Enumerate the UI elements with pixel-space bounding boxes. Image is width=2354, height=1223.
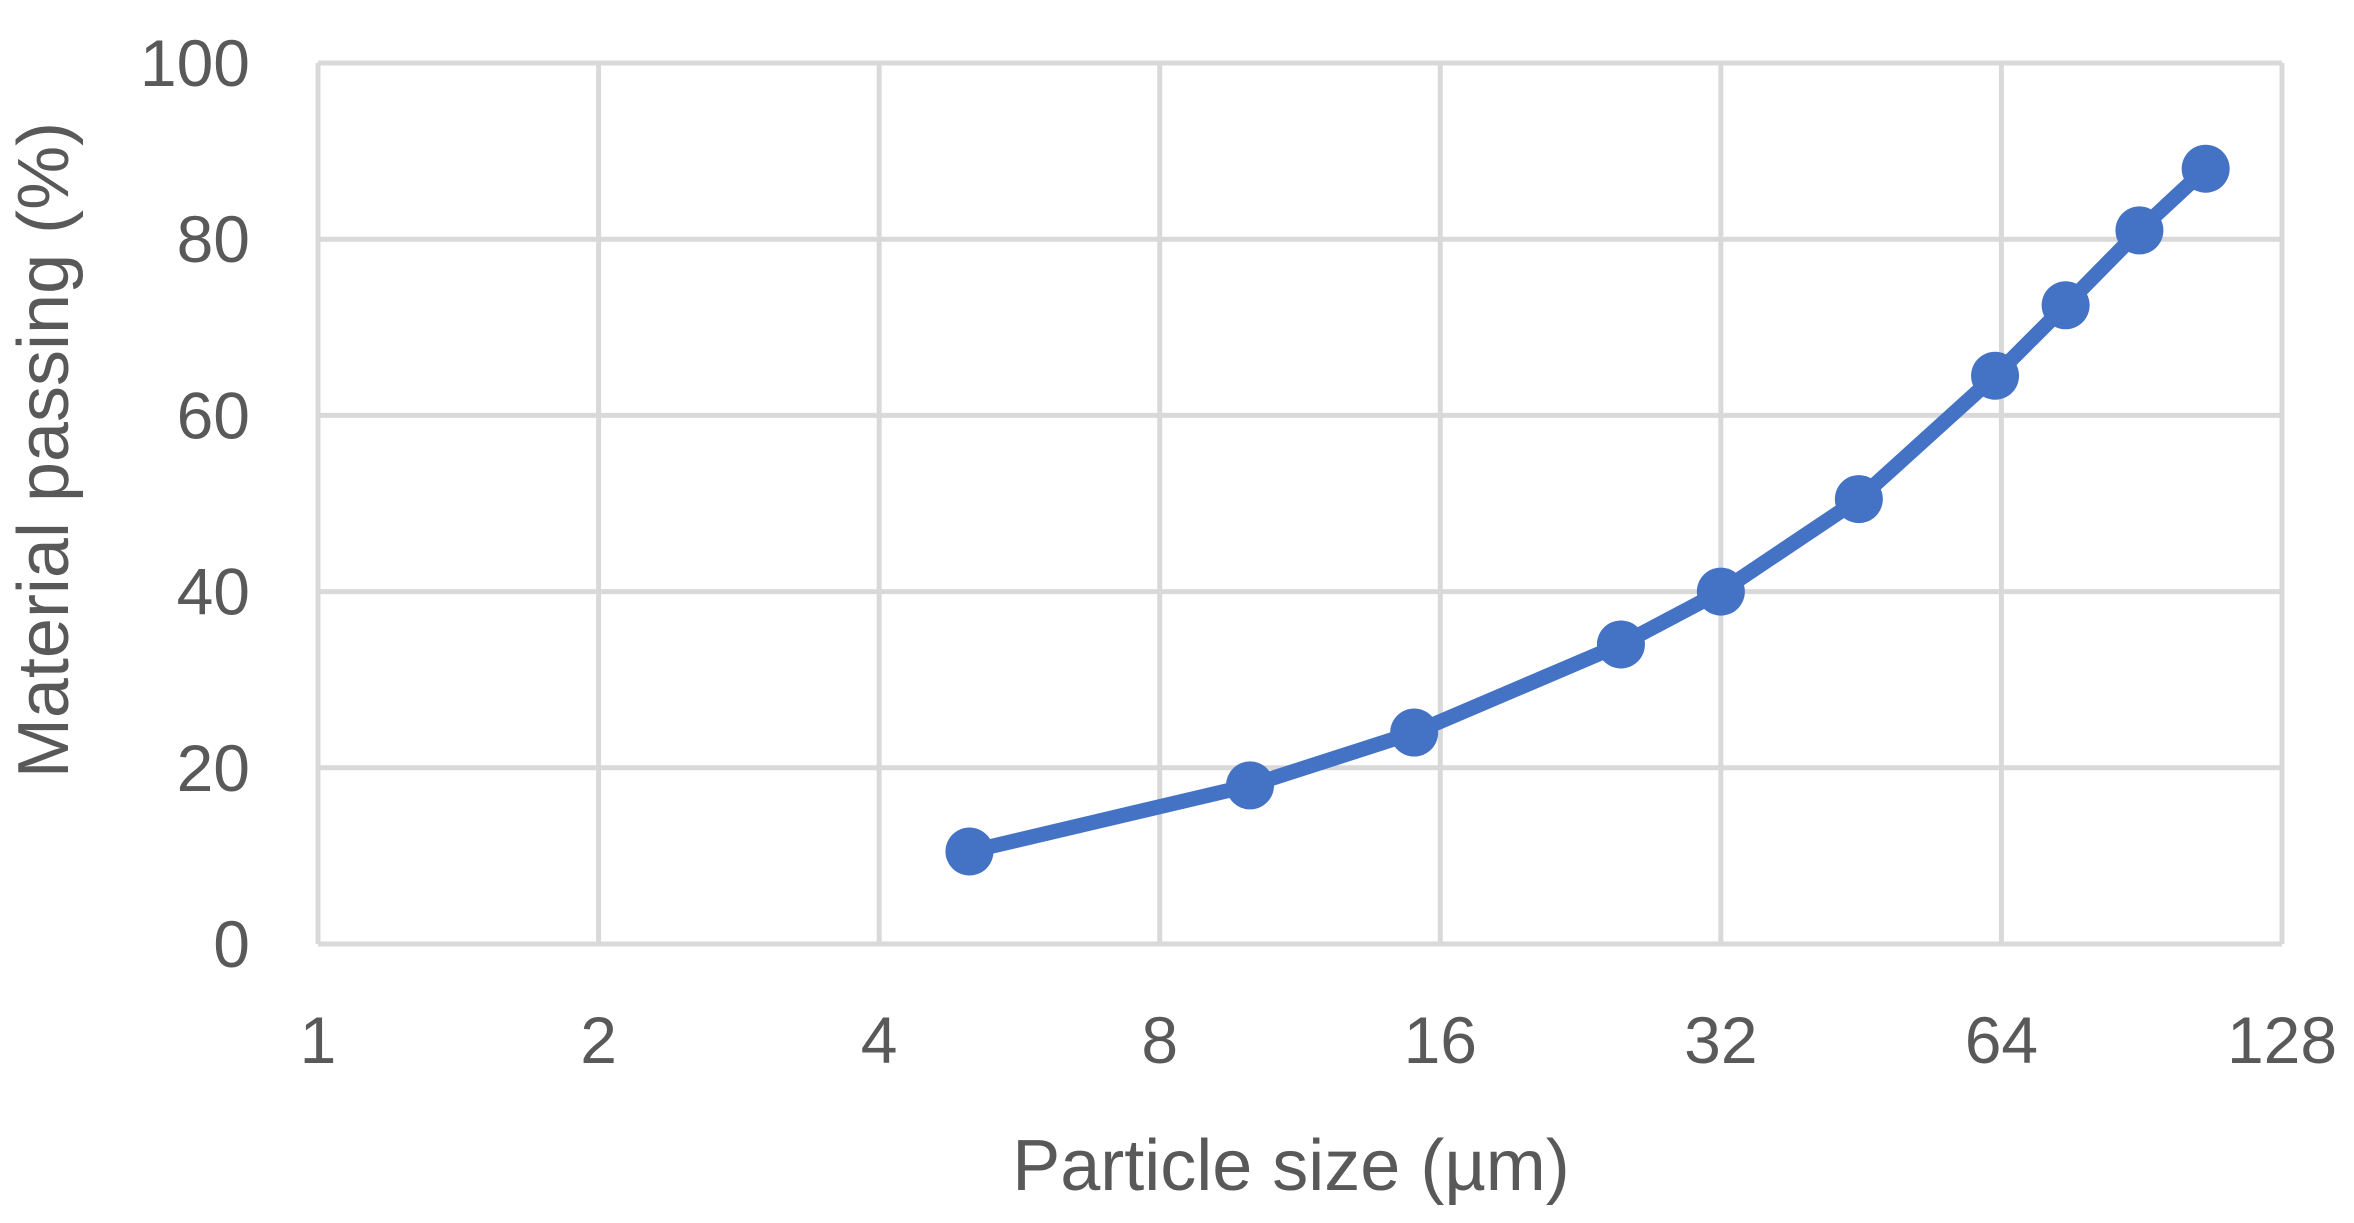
data-point xyxy=(1971,351,2020,400)
x-tick-label: 128 xyxy=(2227,1003,2337,1077)
data-point xyxy=(1596,620,1645,669)
series-line xyxy=(962,161,2214,859)
series-group xyxy=(945,144,2230,876)
y-tick-label: 80 xyxy=(177,202,250,276)
x-tick-label: 16 xyxy=(1404,1003,1477,1077)
data-point xyxy=(1696,567,1745,616)
x-tick-label: 64 xyxy=(1965,1003,2038,1077)
data-point xyxy=(945,827,994,876)
x-tick-label: 32 xyxy=(1684,1003,1757,1077)
grid xyxy=(315,60,2285,947)
x-tick-label: 4 xyxy=(861,1003,898,1077)
y-tick-label: 100 xyxy=(140,26,250,100)
y-tick-label: 40 xyxy=(177,555,250,629)
y-tick-label: 60 xyxy=(177,378,250,452)
y-tick-label: 0 xyxy=(213,907,250,981)
x-axis-title: Particle size (µm) xyxy=(1012,1126,1570,1206)
data-point xyxy=(2041,281,2090,330)
y-tick-label: 20 xyxy=(177,731,250,805)
x-tick-label: 1 xyxy=(300,1003,337,1077)
y-tick-labels: 0 20 40 60 80 100 xyxy=(140,26,250,981)
x-tick-label: 2 xyxy=(580,1003,617,1077)
y-axis-title: Material passing (%) xyxy=(4,122,84,778)
data-point xyxy=(1390,708,1439,757)
data-point xyxy=(1226,761,1275,810)
data-point xyxy=(1834,475,1883,524)
x-tick-labels: 1 2 4 8 16 32 64 128 xyxy=(300,1003,2337,1077)
data-point xyxy=(2181,144,2230,193)
x-tick-label: 8 xyxy=(1141,1003,1178,1077)
data-point xyxy=(2115,206,2164,255)
